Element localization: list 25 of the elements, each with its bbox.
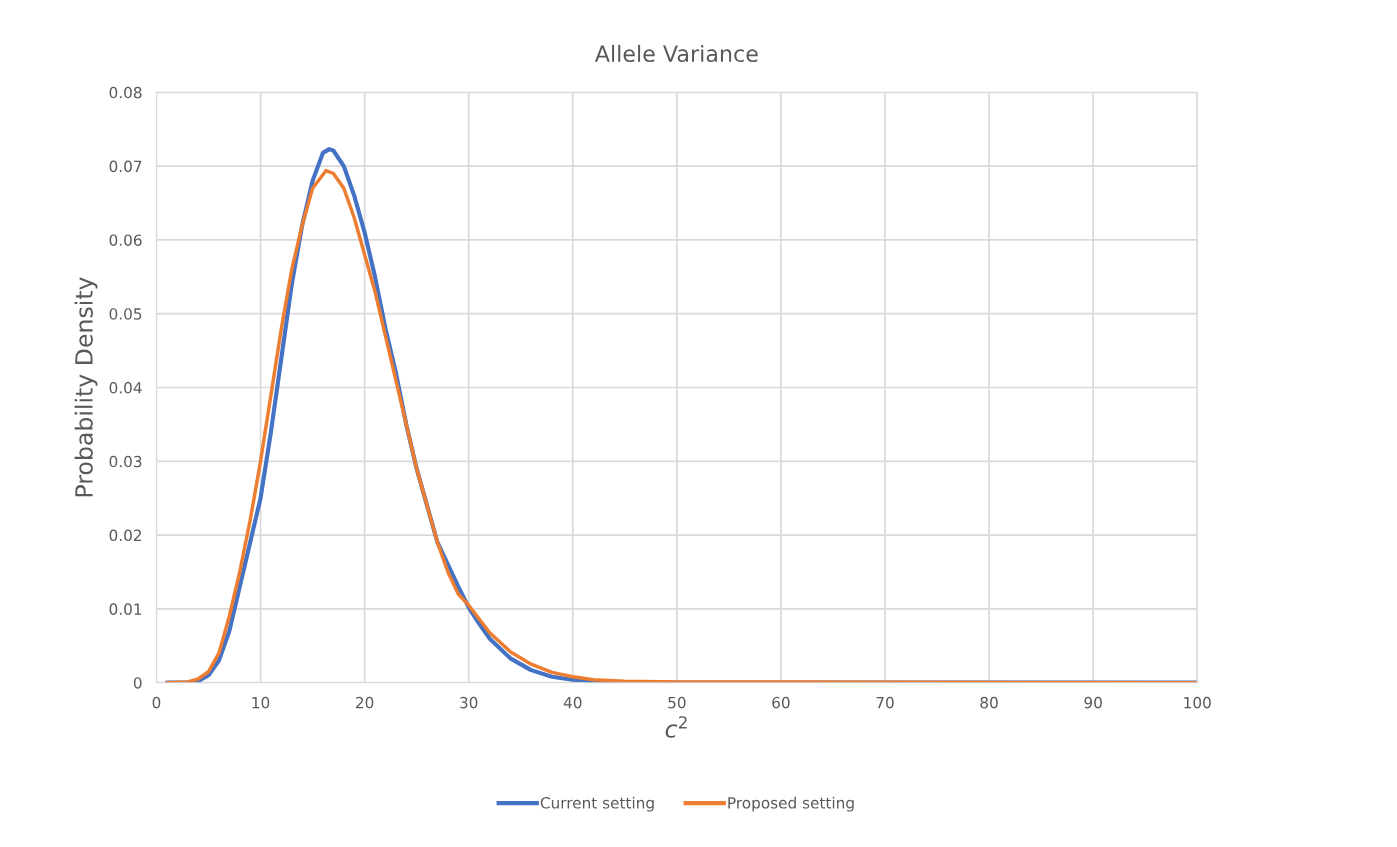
x-tick-label: 0 — [152, 696, 161, 709]
y-tick-label: 0.05 — [109, 308, 142, 320]
y-axis-title: Probability Density — [74, 277, 98, 497]
y-tick-label: 0.08 — [109, 86, 142, 99]
x-tick-label: 40 — [563, 696, 582, 709]
y-tick-label: 0.01 — [109, 603, 142, 615]
x-tick-label: 20 — [356, 696, 374, 709]
x-tick-label: 10 — [252, 696, 270, 709]
x-tick-label: 80 — [980, 696, 998, 709]
y-tick-label: 0.06 — [109, 234, 142, 246]
y-tick-label: 0.03 — [109, 455, 142, 468]
x-axis-title: c$^{2}$ — [665, 716, 687, 738]
y-tick-label: 0.04 — [109, 381, 142, 394]
x-tick-label: 30 — [460, 696, 478, 709]
y-tick-label: 0.02 — [109, 529, 142, 542]
x-tick-label: 70 — [876, 696, 894, 709]
x-tick-label: 60 — [772, 696, 790, 709]
y-tick-label: 0 — [133, 677, 142, 689]
x-tick-label: 50 — [668, 696, 686, 709]
chart-title: Allele Variance — [594, 44, 758, 63]
x-tick-label: 90 — [1084, 696, 1102, 709]
x-tick-label: 100 — [1184, 696, 1211, 709]
legend-label: Proposed setting — [728, 796, 854, 812]
legend-label: Current setting — [540, 796, 654, 812]
y-tick-label: 0.07 — [109, 160, 142, 173]
